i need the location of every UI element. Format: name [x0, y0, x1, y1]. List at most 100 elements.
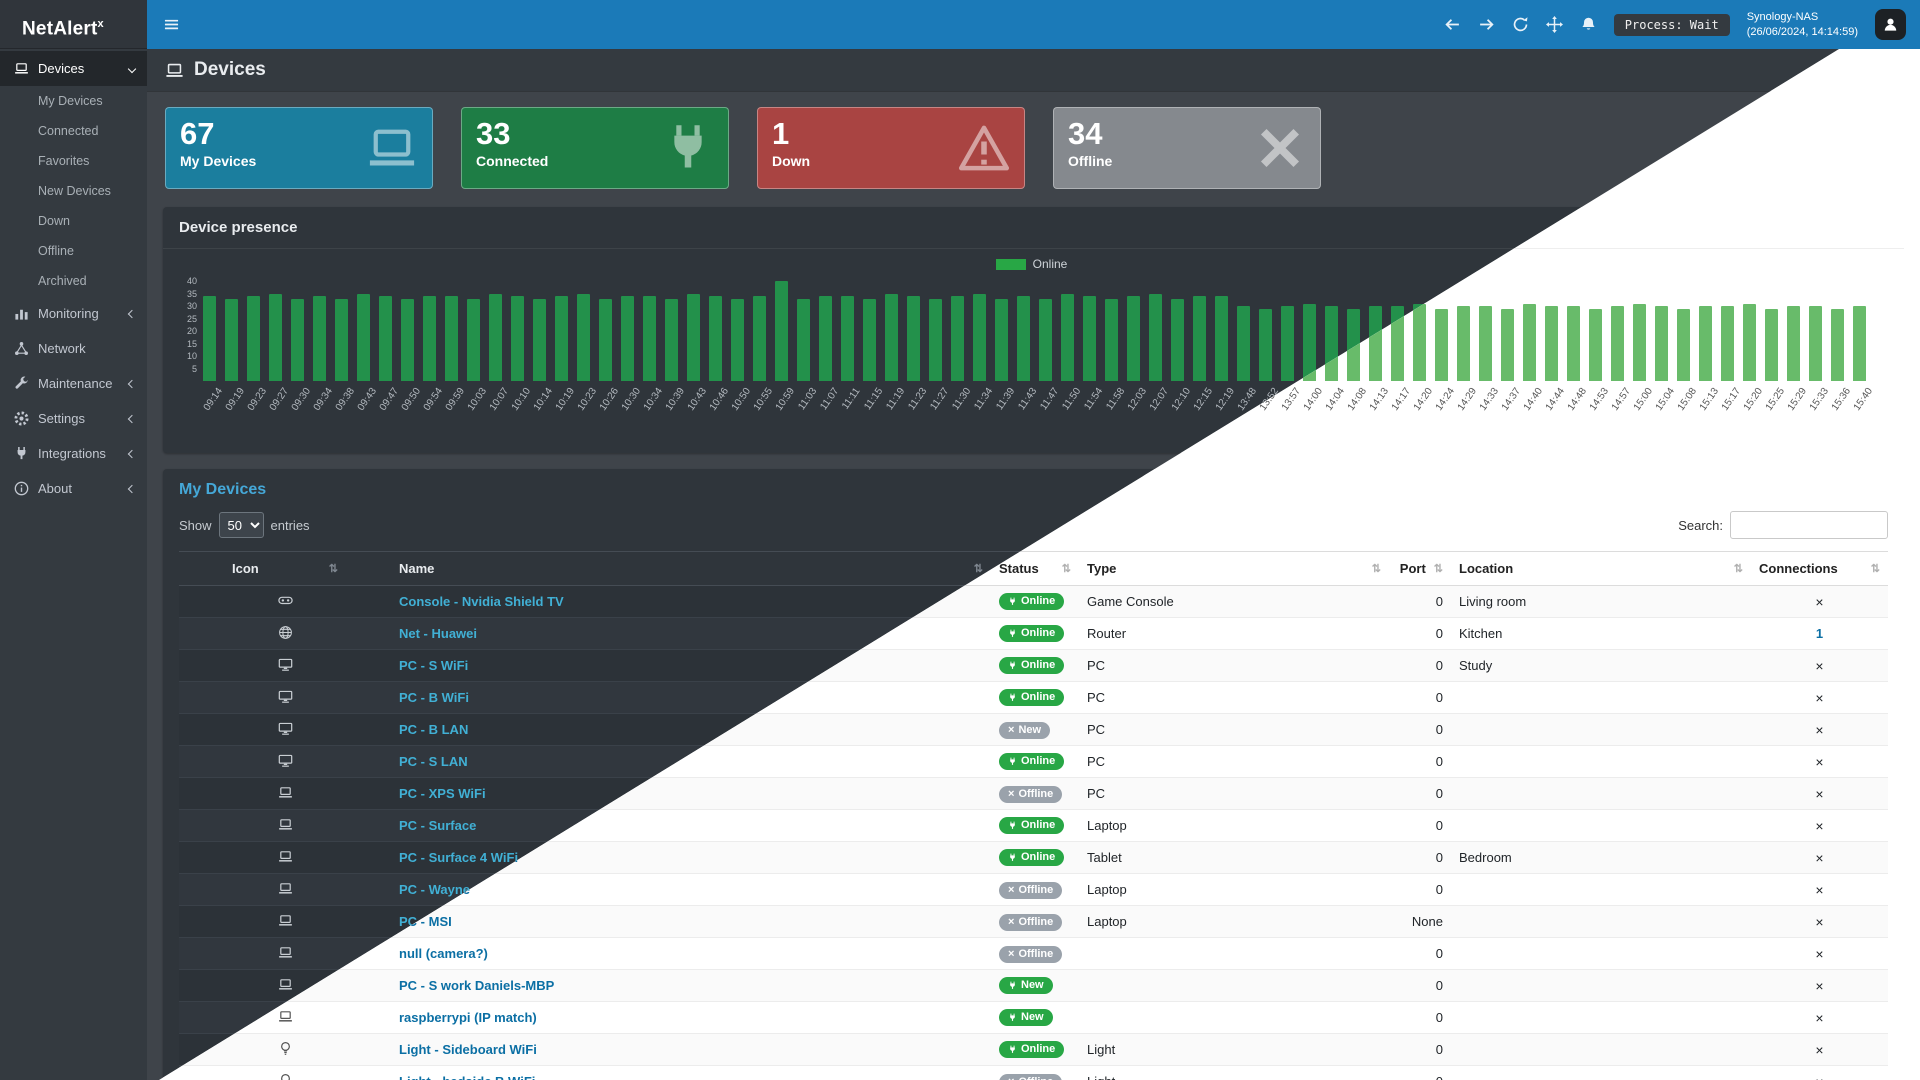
- device-name-link[interactable]: Light - Sideboard WiFi: [399, 1042, 537, 1057]
- sidebar-subitem-down[interactable]: Down: [38, 214, 70, 228]
- no-connections-x-icon[interactable]: ×: [1815, 1074, 1823, 1080]
- move-icon[interactable]: [1545, 16, 1563, 33]
- device-name-link[interactable]: Light - bedside B WiFi: [399, 1074, 535, 1080]
- arrow-right-icon[interactable]: [1478, 16, 1495, 33]
- device-name-link[interactable]: null (camera?): [399, 946, 488, 961]
- column-header-name[interactable]: Name ⇅: [391, 551, 991, 586]
- status-badge-online: Online: [999, 689, 1065, 706]
- device-name-link[interactable]: PC - S WiFi: [399, 658, 469, 673]
- stat-label: Offline: [1068, 152, 1113, 169]
- sidebar-item-integrations[interactable]: Integrations: [0, 436, 147, 471]
- device-name-link[interactable]: PC - Surface: [399, 818, 477, 833]
- sidebar-subitem-new-devices[interactable]: New Devices: [38, 184, 111, 198]
- user-avatar[interactable]: [1875, 9, 1906, 40]
- chart-bar: [1237, 306, 1250, 381]
- x-axis-label: 09:30: [289, 386, 314, 413]
- process-status-badge[interactable]: Process: Wait: [1613, 13, 1730, 36]
- device-status-cell: New: [991, 1001, 1079, 1034]
- x-axis-label: 11:50: [1060, 386, 1084, 413]
- sidebar-item-about[interactable]: About: [0, 471, 147, 506]
- column-header-port[interactable]: Port ⇅: [1389, 551, 1451, 586]
- sidebar-item-monitoring[interactable]: Monitoring: [0, 296, 147, 331]
- device-name-link[interactable]: PC - S work Daniels-MBP: [399, 978, 555, 993]
- device-port-cell: 0: [1389, 777, 1451, 810]
- sidebar-item-label: Maintenance: [38, 376, 113, 391]
- no-connections-x-icon[interactable]: ×: [1815, 881, 1824, 898]
- device-port-cell: None: [1389, 905, 1451, 938]
- plug-icon: [1008, 1045, 1017, 1054]
- sidebar-subitem-favorites[interactable]: Favorites: [38, 154, 90, 168]
- hamburger-menu-icon[interactable]: [163, 17, 180, 32]
- desktop-icon: [278, 657, 293, 672]
- sidebar-item-maintenance[interactable]: Maintenance: [0, 366, 147, 401]
- no-connections-x-icon[interactable]: ×: [1815, 785, 1824, 802]
- device-name-link[interactable]: Console - Nvidia Shield TV: [399, 594, 564, 609]
- connections-count-link[interactable]: 1: [1815, 626, 1824, 641]
- arrow-left-icon[interactable]: [1444, 16, 1461, 33]
- no-connections-x-icon[interactable]: ×: [1815, 689, 1824, 706]
- sort-icon[interactable]: ⇅: [973, 563, 983, 575]
- device-status-cell: ×Offline: [991, 873, 1079, 906]
- sort-icon[interactable]: ⇅: [1371, 563, 1381, 575]
- device-name-link[interactable]: Net - Huawei: [399, 626, 478, 641]
- sidebar-subitem-connected[interactable]: Connected: [38, 124, 99, 138]
- no-connections-x-icon[interactable]: ×: [1815, 913, 1824, 930]
- chart-bar: [423, 296, 436, 381]
- refresh-icon[interactable]: [1512, 16, 1529, 33]
- device-port-cell: 0: [1389, 937, 1451, 970]
- device-name-link[interactable]: PC - Surface 4 WiFi: [399, 850, 519, 865]
- status-label: Online: [1021, 691, 1056, 703]
- device-name-link[interactable]: PC - Wayne: [399, 882, 471, 897]
- status-badge-online: Online: [999, 1041, 1065, 1058]
- column-header-connections[interactable]: Connections ⇅: [1751, 551, 1888, 586]
- chart-bar: [1281, 306, 1294, 381]
- app-logo[interactable]: NetAlertx: [0, 0, 147, 49]
- device-port-cell: 0: [1389, 841, 1451, 874]
- no-connections-x-icon[interactable]: ×: [1815, 657, 1824, 674]
- sidebar-item-devices[interactable]: Devices: [0, 51, 147, 86]
- no-connections-x-icon[interactable]: ×: [1815, 721, 1824, 738]
- sidebar-item-settings[interactable]: Settings: [0, 401, 147, 436]
- sidebar-subitem-my-devices[interactable]: My Devices: [38, 94, 103, 108]
- sidebar-subitem-archived[interactable]: Archived: [38, 274, 87, 288]
- sort-icon[interactable]: ⇅: [1433, 563, 1443, 575]
- device-row: PC - S work Daniels-MBP New 0 ×: [179, 969, 1888, 1002]
- column-header-type[interactable]: Type ⇅: [1079, 551, 1389, 586]
- search-input[interactable]: [1730, 511, 1888, 539]
- x-icon: ×: [1008, 883, 1015, 896]
- device-name-link[interactable]: PC - XPS WiFi: [399, 786, 486, 801]
- chart-bar: [335, 298, 348, 381]
- bell-icon[interactable]: [1580, 16, 1597, 33]
- sort-icon[interactable]: ⇅: [328, 563, 338, 575]
- no-connections-x-icon[interactable]: ×: [1815, 945, 1824, 962]
- column-header-location[interactable]: Location ⇅: [1451, 551, 1751, 586]
- no-connections-x-icon[interactable]: ×: [1815, 849, 1824, 866]
- x-axis-label: 11:54: [1082, 386, 1106, 413]
- sort-icon[interactable]: ⇅: [1061, 563, 1071, 575]
- chart-bar: [1787, 306, 1800, 381]
- device-name-link[interactable]: raspberrypi (IP match): [399, 1010, 537, 1025]
- device-type-cell: [1079, 1001, 1389, 1034]
- x-axis-label: 15:20: [1741, 386, 1766, 413]
- y-axis-tick: 20: [186, 326, 197, 336]
- page-size-select[interactable]: 50: [218, 512, 264, 538]
- no-connections-x-icon[interactable]: ×: [1815, 817, 1824, 834]
- sort-icon[interactable]: ⇅: [1870, 563, 1880, 575]
- device-name-link[interactable]: PC - S LAN: [399, 754, 468, 769]
- device-name-link[interactable]: PC - B LAN: [399, 722, 469, 737]
- device-connections-cell: ×: [1751, 713, 1888, 746]
- column-header-icon[interactable]: Icon ⇅: [179, 551, 391, 586]
- no-connections-x-icon[interactable]: ×: [1815, 1041, 1824, 1058]
- no-connections-x-icon[interactable]: ×: [1815, 1009, 1824, 1026]
- sort-icon[interactable]: ⇅: [1733, 563, 1743, 575]
- sidebar-item-network[interactable]: Network: [0, 331, 147, 366]
- device-name-link[interactable]: PC - B WiFi: [399, 690, 469, 705]
- no-connections-x-icon[interactable]: ×: [1815, 977, 1824, 994]
- no-connections-x-icon[interactable]: ×: [1815, 753, 1824, 770]
- sidebar-subitem-offline[interactable]: Offline: [38, 244, 74, 258]
- no-connections-x-icon[interactable]: ×: [1815, 593, 1824, 610]
